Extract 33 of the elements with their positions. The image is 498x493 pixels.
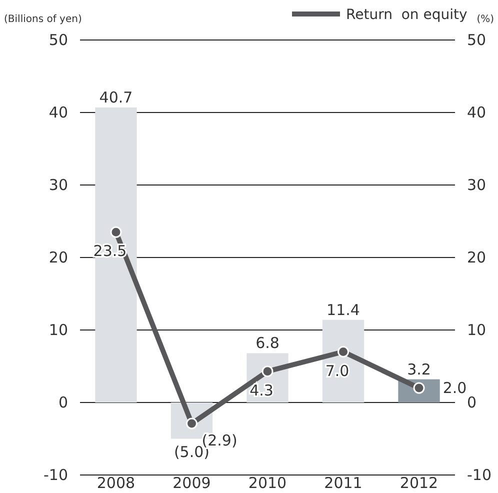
legend-label: Return on equity [346,7,468,23]
y-tick-label: -10 [44,466,68,484]
y2-tick-label: 10 [467,321,486,339]
x-tick-label: 2009 [172,474,211,492]
point [338,346,350,358]
x-tick-label: 2010 [248,474,287,492]
y-tick-label: 50 [48,31,68,49]
point [262,366,274,378]
x-tick-label: 2011 [324,474,362,492]
data-label: 3.2 [407,360,431,378]
data-label: 4.3 [250,381,274,400]
bar [95,107,137,402]
data-label: 6.8 [256,334,280,352]
y-tick-label: 20 [48,248,68,266]
data-label: 2.0 [442,379,467,397]
data-label: 11.4 [326,300,360,319]
y-tick-label: 40 [48,104,68,122]
x-tick-label: 2008 [96,474,136,492]
data-label: 7.0 [325,362,350,380]
y2-tick-label: -10 [467,466,492,484]
y2-tick-label: 0 [467,394,477,412]
data-label: 40.7 [99,88,133,106]
y-tick-label: 10 [48,321,68,339]
y2-axis-title: (%) [476,14,494,25]
y2-tick-label: 20 [467,248,486,266]
y2-tick-label: 50 [467,31,486,49]
point [110,226,122,238]
x-tick-label: 2012 [400,474,438,492]
y-tick-label: 0 [58,394,68,412]
y2-tick-label: 40 [467,104,486,122]
y-axis-title: (Billions of yen) [4,14,82,25]
y2-tick-label: 30 [467,176,486,194]
y-tick-label: 30 [48,176,68,194]
